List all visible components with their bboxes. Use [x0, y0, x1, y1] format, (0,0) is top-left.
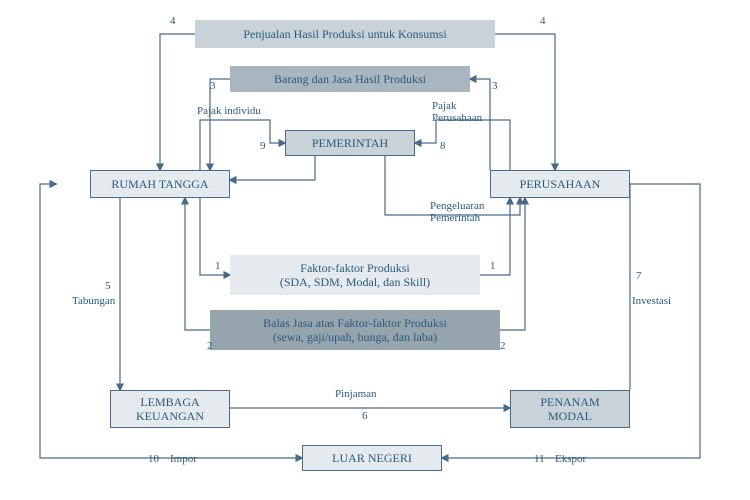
edge-label-pajak_perusahaan: Pajak Perusahaan: [432, 100, 482, 124]
node-rumahtangga: RUMAH TANGGA: [90, 170, 230, 198]
node-balasjasa: Balas Jasa atas Faktor-faktor Produksi (…: [210, 310, 500, 350]
flow-number-n9: 9: [260, 140, 266, 152]
flow-number-n11: 11: [534, 453, 545, 465]
node-lembaga: LEMBAGA KEUANGAN: [110, 390, 230, 428]
edge-label-tabungan: Tabungan: [72, 295, 115, 307]
flow-number-n4a: 4: [170, 15, 176, 27]
edge-4: [200, 120, 285, 170]
node-faktor: Faktor-faktor Produksi (SDA, SDM, Modal,…: [230, 255, 480, 295]
edge-11: [500, 198, 525, 330]
diagram-canvas: Penjualan Hasil Produksi untuk Konsumsi B…: [0, 0, 750, 500]
flow-number-n2a: 2: [207, 340, 213, 352]
edge-label-impor: Impor: [170, 453, 197, 465]
edge-13: [557, 184, 630, 390]
edge-10: [185, 198, 210, 330]
flow-number-n7: 7: [636, 270, 642, 282]
edge-label-pajak_individu: Pajak individu: [197, 105, 261, 117]
flow-number-n3b: 3: [492, 80, 498, 92]
edge-label-investasi: Investasi: [632, 295, 671, 307]
flow-number-n10: 10: [148, 453, 159, 465]
edge-0: [160, 34, 195, 170]
edge-1: [495, 34, 555, 170]
node-pemerintah: PEMERINTAH: [285, 130, 415, 156]
node-perusahaan: PERUSAHAAN: [490, 170, 630, 198]
flow-number-n5: 5: [105, 280, 111, 292]
flow-number-n3a: 3: [210, 80, 216, 92]
edge-6: [230, 156, 315, 180]
node-barangjasa: Barang dan Jasa Hasil Produksi: [230, 66, 470, 92]
edge-2: [470, 79, 490, 170]
node-penjualan: Penjualan Hasil Produksi untuk Konsumsi: [195, 20, 495, 48]
flow-number-n8: 8: [440, 140, 446, 152]
edge-5: [415, 120, 510, 170]
node-luarnegeri: LUAR NEGERI: [302, 445, 442, 471]
edge-3: [210, 79, 230, 170]
node-penanam: PENANAM MODAL: [510, 390, 630, 428]
flow-number-n1b: 1: [490, 260, 496, 272]
edge-label-ekspor: Ekspor: [555, 453, 586, 465]
flow-number-n6: 6: [362, 410, 368, 422]
flow-number-n4b: 4: [540, 15, 546, 27]
flow-number-n2b: 2: [500, 340, 506, 352]
edge-label-pinjaman: Pinjaman: [335, 388, 377, 400]
flow-number-n1a: 1: [215, 260, 221, 272]
edge-label-pengeluaran: Pengeluaran Pemerintah: [430, 200, 484, 224]
